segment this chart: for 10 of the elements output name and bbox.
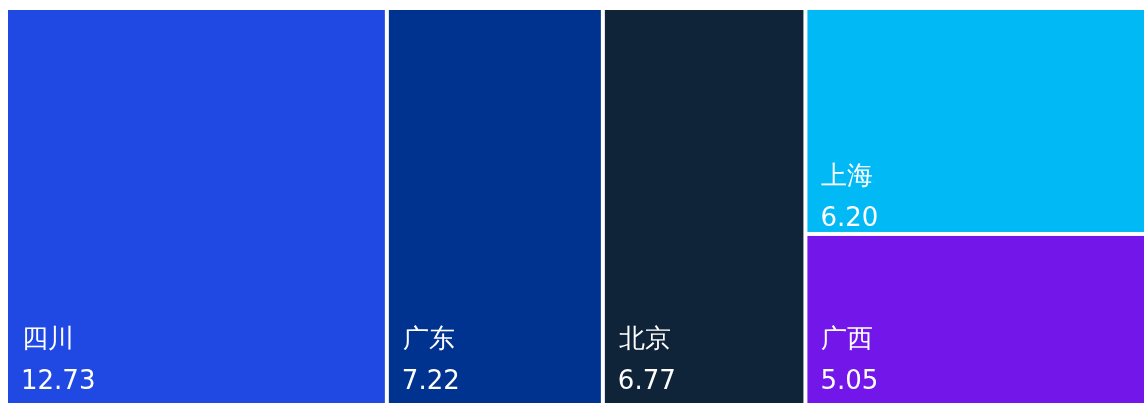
category-label: 北京 <box>618 323 671 353</box>
data-label: 12.73 <box>21 365 96 395</box>
data-label: 7.22 <box>401 365 460 395</box>
category-label: 四川 <box>22 323 74 353</box>
data-label: 6.77 <box>617 365 676 395</box>
category-label: 广东 <box>402 323 455 353</box>
category-label: 上海 <box>821 159 874 190</box>
category-label: 广西 <box>821 323 874 353</box>
data-label: 5.05 <box>820 365 879 395</box>
data-label: 6.20 <box>820 201 879 232</box>
